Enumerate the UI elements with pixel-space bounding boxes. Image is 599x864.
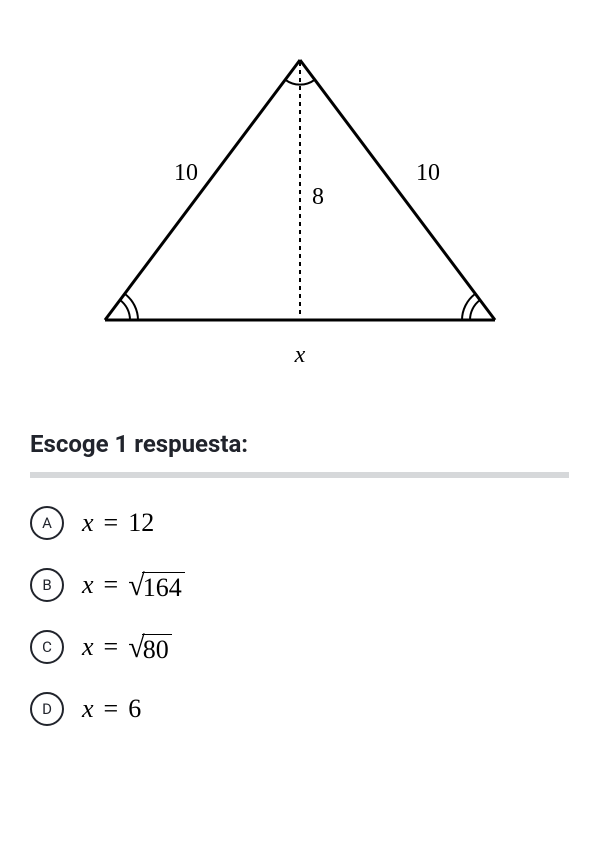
radio-letter: B bbox=[42, 578, 51, 593]
answer-math-d: x = 6 bbox=[82, 694, 141, 724]
radio-circle-c: C bbox=[30, 630, 64, 664]
answer-math-c: x = √ 80 bbox=[82, 631, 172, 663]
equals-sign: = bbox=[104, 632, 119, 662]
answer-option-c[interactable]: C x = √ 80 bbox=[30, 630, 569, 664]
answer-option-a[interactable]: A x = 12 bbox=[30, 506, 569, 540]
label-base: x bbox=[293, 342, 305, 368]
triangle-svg: 10 10 8 x bbox=[50, 40, 550, 380]
radio-circle-a: A bbox=[30, 506, 64, 540]
sqrt-expression: √ 164 bbox=[128, 569, 184, 601]
answer-option-d[interactable]: D x = 6 bbox=[30, 692, 569, 726]
equals-sign: = bbox=[104, 694, 119, 724]
triangle-left-side bbox=[105, 60, 300, 320]
radio-letter: A bbox=[42, 516, 52, 531]
sqrt-radicand: 164 bbox=[142, 572, 185, 601]
answer-math-b: x = √ 164 bbox=[82, 569, 185, 601]
answer-value: 12 bbox=[128, 508, 154, 538]
sqrt-sign-icon: √ bbox=[128, 571, 144, 601]
sqrt-radicand: 80 bbox=[142, 634, 172, 663]
answer-math-a: x = 12 bbox=[82, 508, 154, 538]
radio-letter: D bbox=[42, 702, 52, 717]
answer-list: A x = 12 B x = √ 164 C x = √ bbox=[30, 496, 569, 726]
label-altitude: 8 bbox=[312, 184, 324, 210]
label-right-side: 10 bbox=[416, 160, 440, 186]
answer-value: 6 bbox=[128, 694, 141, 724]
answer-variable: x bbox=[82, 570, 94, 600]
prompt-text: Escoge 1 respuesta: bbox=[30, 410, 569, 472]
sqrt-sign-icon: √ bbox=[128, 633, 144, 663]
radio-letter: C bbox=[42, 640, 52, 655]
answer-variable: x bbox=[82, 694, 94, 724]
angle-arc-left-1 bbox=[120, 300, 130, 320]
radio-circle-d: D bbox=[30, 692, 64, 726]
angle-arc-right-1 bbox=[470, 300, 480, 320]
triangle-diagram: 10 10 8 x bbox=[30, 0, 569, 410]
equals-sign: = bbox=[104, 570, 119, 600]
answer-option-b[interactable]: B x = √ 164 bbox=[30, 568, 569, 602]
sqrt-expression: √ 80 bbox=[128, 631, 171, 663]
answer-variable: x bbox=[82, 508, 94, 538]
triangle-right-side bbox=[300, 60, 495, 320]
answer-variable: x bbox=[82, 632, 94, 662]
equals-sign: = bbox=[104, 508, 119, 538]
radio-circle-b: B bbox=[30, 568, 64, 602]
label-left-side: 10 bbox=[174, 160, 198, 186]
divider bbox=[30, 472, 569, 478]
